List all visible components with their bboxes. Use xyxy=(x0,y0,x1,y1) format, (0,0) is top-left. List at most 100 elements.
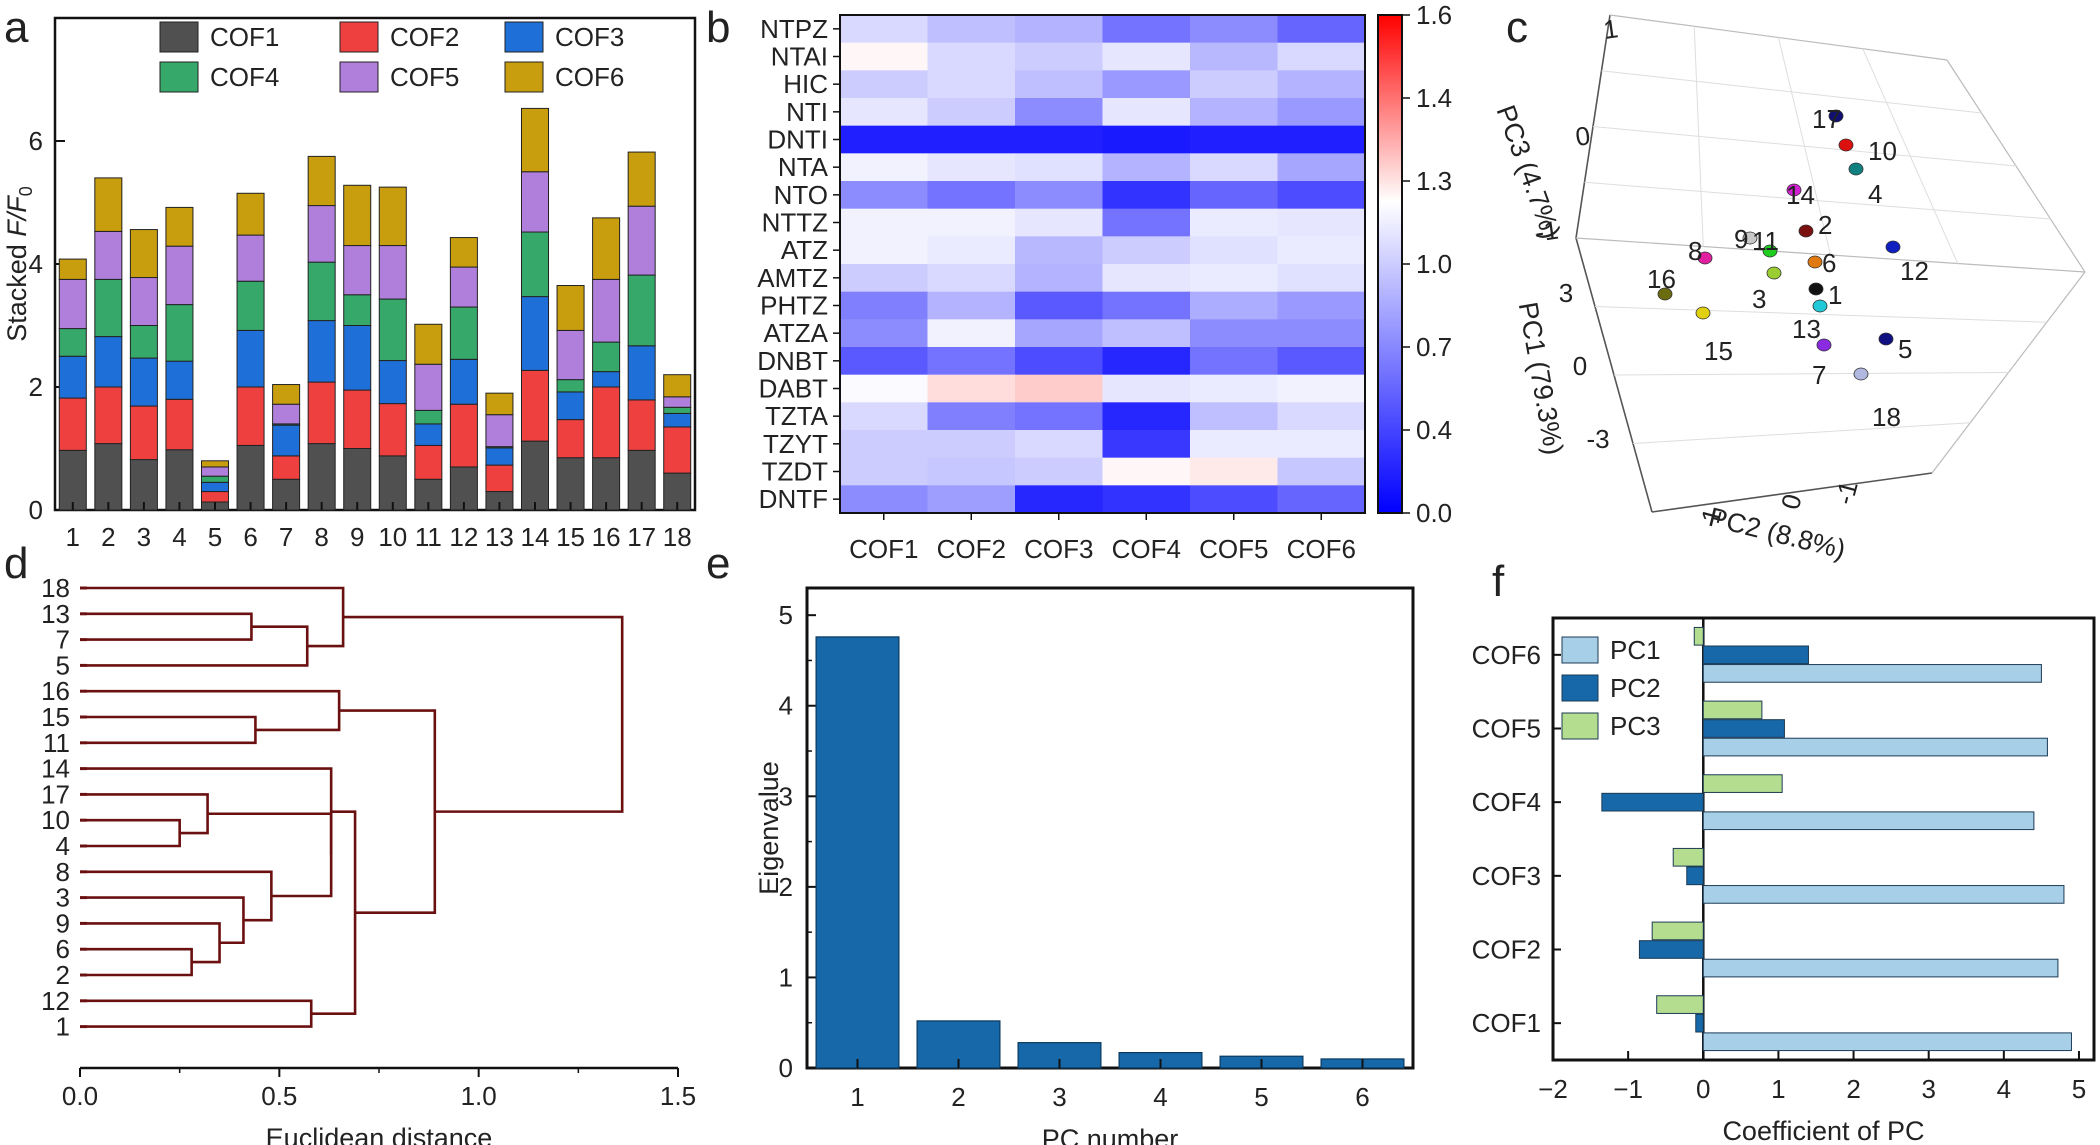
panel-label-d: d xyxy=(4,539,28,588)
heatmap-cell-PHTZ-COF4 xyxy=(1102,291,1191,320)
x-tick-label-d: 1.5 xyxy=(660,1081,696,1111)
heatmap-cell-NTA-COF3 xyxy=(1015,153,1103,182)
y-axis-label-sub: 0 xyxy=(16,186,36,196)
y-tick-label-a: 0 xyxy=(29,495,43,525)
heatmap-cell-HIC-COF5 xyxy=(1190,70,1278,99)
legend-label-COF5: COF5 xyxy=(390,62,459,92)
point-16 xyxy=(1657,287,1673,301)
heatmap-cell-ATZA-COF2 xyxy=(927,319,1016,348)
x-tick-label-a: 10 xyxy=(378,522,407,552)
x-tick-label-a: 9 xyxy=(350,522,364,552)
y-tick-label-a: 2 xyxy=(29,372,43,402)
heatmap-cell-PHTZ-COF1 xyxy=(840,291,928,320)
heatmap-cell-TZTA-COF3 xyxy=(1015,402,1103,431)
bar-segment-COF4-3 xyxy=(129,325,158,359)
bar-segment-COF1-2 xyxy=(94,443,123,511)
y-tick-label-e: 0 xyxy=(779,1053,793,1083)
heatmap-cell-DNTI-COF4 xyxy=(1102,125,1191,154)
bar-segment-COF1-8 xyxy=(307,443,336,511)
bar-segment-COF5-15 xyxy=(556,329,585,381)
x-tick-label-f: 3 xyxy=(1921,1074,1935,1104)
heatmap-cell-NTPZ-COF6 xyxy=(1277,15,1366,44)
bar-segment-COF6-12 xyxy=(449,237,478,268)
point-15 xyxy=(1695,306,1711,320)
bar-segment-COF5-18 xyxy=(663,396,692,408)
point-label-2: 2 xyxy=(1818,210,1832,240)
bar-segment-COF5-3 xyxy=(129,277,158,326)
point-17 xyxy=(1828,109,1844,123)
leaf-label-14: 14 xyxy=(41,754,70,784)
bar-segment-COF3-8 xyxy=(307,320,336,383)
x-tick-label-a: 1 xyxy=(66,522,80,552)
point-label-17: 17 xyxy=(1812,104,1841,134)
bar-segment-COF2-16 xyxy=(592,386,621,459)
leaf-label-1: 1 xyxy=(56,1012,70,1042)
pc1-tick-label: 3 xyxy=(1559,278,1573,308)
row-label-AMTZ: AMTZ xyxy=(757,263,828,293)
heatmap-cell-DNBT-COF5 xyxy=(1190,347,1278,376)
heatmap-cell-DABT-COF6 xyxy=(1277,374,1366,403)
point-label-8: 8 xyxy=(1688,236,1702,266)
bar-segment-COF4-6 xyxy=(236,280,265,331)
point-label-11: 11 xyxy=(1752,226,1779,256)
point-2 xyxy=(1798,224,1814,238)
pc3-tick-label: -1 xyxy=(1533,215,1560,248)
point-10 xyxy=(1838,138,1854,152)
x-tick-label-a: 13 xyxy=(485,522,514,552)
leaf-label-10: 10 xyxy=(41,805,70,835)
point-label-12: 12 xyxy=(1900,256,1929,286)
panel-label-b: b xyxy=(706,3,730,52)
heatmap-cell-PHTZ-COF3 xyxy=(1015,291,1103,320)
bar-segment-COF5-6 xyxy=(236,234,265,282)
heatmap-cell-NTI-COF2 xyxy=(927,98,1016,127)
heatmap-cell-NTTZ-COF4 xyxy=(1102,208,1191,237)
bar-segment-COF3-11 xyxy=(414,423,443,446)
bar-segment-COF2-1 xyxy=(58,397,87,451)
heatmap-cell-DNTI-COF2 xyxy=(927,125,1016,154)
bar-segment-COF5-2 xyxy=(94,230,123,280)
bar-segment-COF5-17 xyxy=(627,205,656,276)
heatmap-cell-DNTF-COF6 xyxy=(1277,485,1366,514)
point-label-14: 14 xyxy=(1786,180,1815,210)
heatmap-cell-NTAI-COF6 xyxy=(1277,42,1366,71)
bar-segment-COF5-14 xyxy=(520,171,550,233)
grid-line-c xyxy=(1778,37,1831,256)
legend-swatch-COF2 xyxy=(339,21,379,53)
bar-segment-COF6-15 xyxy=(556,285,585,331)
point-14 xyxy=(1786,183,1802,197)
bar-segment-COF6-6 xyxy=(236,192,265,236)
y-axis-label-a: Stacked F/F0 xyxy=(2,186,36,342)
bar-segment-COF6-3 xyxy=(129,229,158,279)
heatmap-cell-NTTZ-COF6 xyxy=(1277,208,1366,237)
bar-segment-COF4-1 xyxy=(58,328,87,357)
heatmap-cell-TZDT-COF5 xyxy=(1190,457,1278,486)
bar-segment-COF2-17 xyxy=(627,399,656,451)
colorbar-tick-label: 1.0 xyxy=(1416,249,1452,279)
heatmap-cell-ATZ-COF6 xyxy=(1277,236,1366,265)
heatmap-cell-ATZ-COF4 xyxy=(1102,236,1191,265)
heatmap-cell-TZYT-COF5 xyxy=(1190,430,1278,459)
box-edge-c xyxy=(1651,472,1933,513)
dendrogram-link xyxy=(87,922,221,964)
y-tick-label-e: 2 xyxy=(779,872,793,902)
dendrogram-link xyxy=(311,810,357,1015)
bar-segment-COF5-1 xyxy=(58,278,87,330)
heatmap-cell-ATZA-COF1 xyxy=(840,319,928,348)
row-label-NTI: NTI xyxy=(786,97,828,127)
bar-segment-COF6-10 xyxy=(378,186,407,247)
plot-frame-e xyxy=(805,586,1415,1070)
legend-swatch-PC1 xyxy=(1561,636,1599,664)
x-tick-label-f: 4 xyxy=(1997,1074,2011,1104)
panel-label-f: f xyxy=(1492,557,1505,606)
bar-PC2-COF5 xyxy=(1702,719,1785,738)
dendrogram-link xyxy=(87,947,193,977)
x-tick-label-f: −2 xyxy=(1538,1074,1568,1104)
x-tick-label-f: 0 xyxy=(1696,1074,1710,1104)
bar-segment-COF2-13 xyxy=(485,464,514,493)
bar-segment-COF6-4 xyxy=(165,206,194,247)
heatmap-cell-DNTF-COF1 xyxy=(840,485,928,514)
leaf-label-4: 4 xyxy=(56,831,70,861)
category-label-COF2: COF2 xyxy=(1472,935,1541,965)
heatmap-cell-DNBT-COF6 xyxy=(1277,347,1366,376)
category-label-COF3: COF3 xyxy=(1472,861,1541,891)
